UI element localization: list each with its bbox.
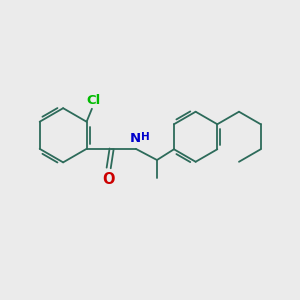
Text: Cl: Cl	[86, 94, 100, 107]
Text: N: N	[130, 132, 141, 145]
Text: O: O	[102, 172, 115, 188]
Text: H: H	[141, 132, 149, 142]
